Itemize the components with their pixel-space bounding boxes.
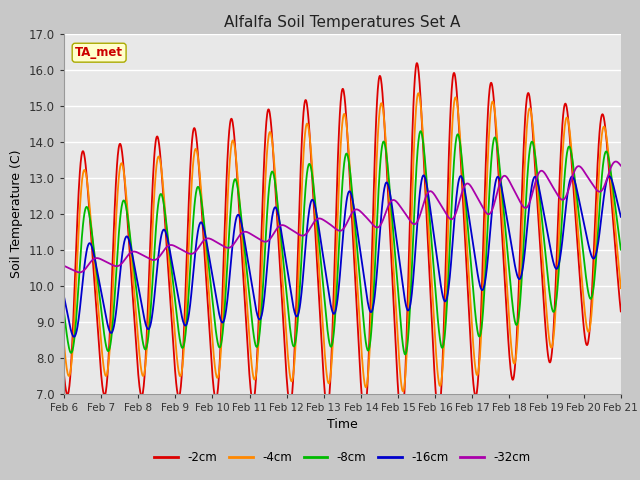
-16cm [70,334,78,340]
-8cm [617,247,625,252]
-16cm [246,274,254,279]
-8cm [184,304,191,310]
-4cm [170,324,178,330]
-16cm [617,214,625,220]
-4cm [399,388,407,394]
-2cm [617,309,625,314]
-2cm [246,381,254,386]
-8cm [60,310,68,315]
-4cm [60,341,68,347]
-2cm [184,224,191,229]
-8cm [552,304,559,310]
-16cm [502,212,510,218]
-16cm [420,172,428,178]
-8cm [502,236,510,242]
Line: -32cm: -32cm [64,162,621,272]
Line: -4cm: -4cm [64,93,621,391]
-8cm [429,264,437,270]
-32cm [246,231,254,237]
-4cm [246,344,254,350]
Line: -16cm: -16cm [64,175,621,337]
-16cm [184,315,192,321]
-2cm [552,288,559,293]
-16cm [171,275,179,280]
-16cm [552,265,559,271]
-4cm [429,311,437,316]
-32cm [617,163,625,168]
-8cm [246,300,254,306]
-2cm [397,417,405,423]
-32cm [60,263,68,269]
-32cm [429,190,437,196]
-2cm [60,372,68,377]
-32cm [502,173,509,179]
-4cm [502,274,510,279]
-4cm [184,264,191,270]
Line: -8cm: -8cm [64,131,621,354]
-8cm [170,290,178,296]
-2cm [429,353,437,359]
-4cm [552,310,559,315]
Y-axis label: Soil Temperature (C): Soil Temperature (C) [10,149,23,278]
X-axis label: Time: Time [327,418,358,431]
-16cm [60,294,68,300]
-8cm [401,351,409,357]
-2cm [413,60,420,66]
-4cm [617,285,625,291]
-2cm [502,304,510,310]
Text: TA_met: TA_met [75,46,123,59]
-16cm [429,230,437,236]
Legend: -2cm, -4cm, -8cm, -16cm, -32cm: -2cm, -4cm, -8cm, -16cm, -32cm [150,446,535,469]
-32cm [184,251,192,256]
-32cm [612,159,620,165]
-32cm [171,243,179,249]
-32cm [551,188,559,193]
Title: Alfalfa Soil Temperatures Set A: Alfalfa Soil Temperatures Set A [224,15,461,30]
-2cm [170,357,178,363]
-8cm [417,128,424,134]
-32cm [76,269,83,275]
Line: -2cm: -2cm [64,63,621,420]
-4cm [415,90,422,96]
